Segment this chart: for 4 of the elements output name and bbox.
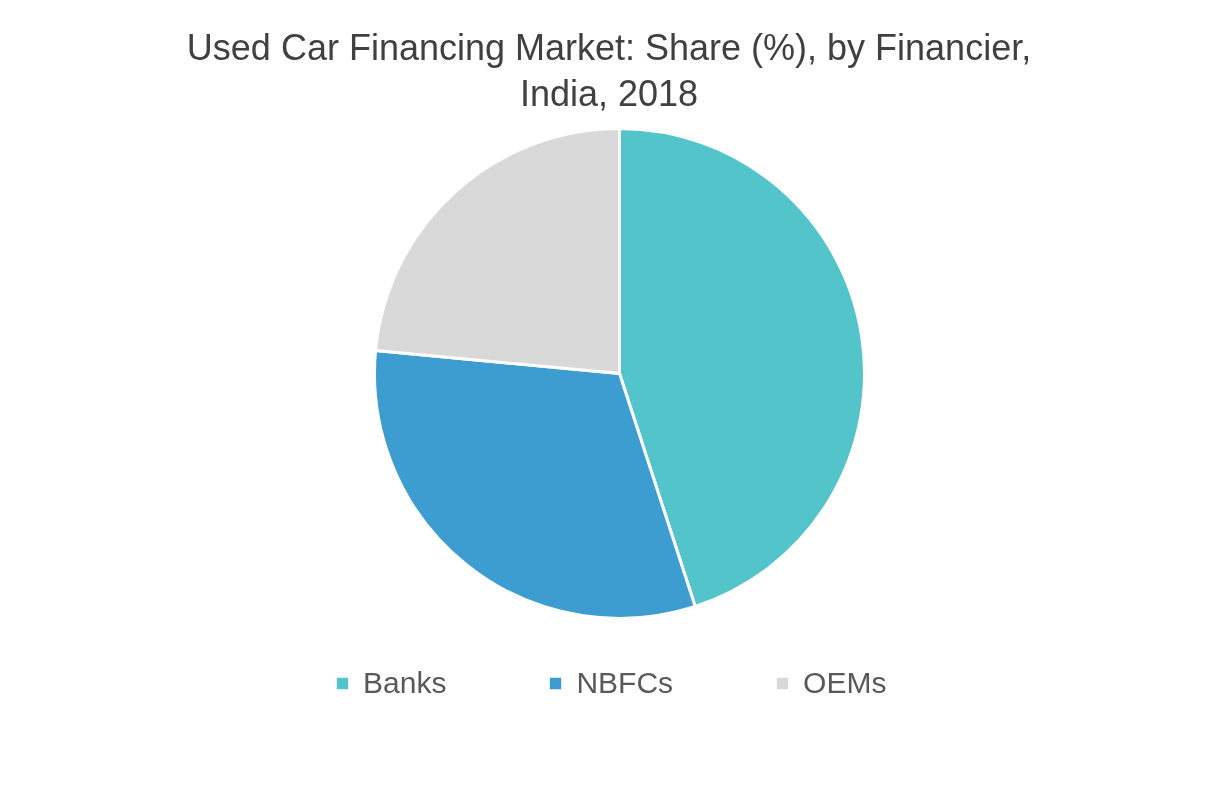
- legend-label: NBFCs: [576, 666, 674, 700]
- legend-label: OEMs: [803, 666, 887, 700]
- legend-label: Banks: [363, 666, 447, 700]
- chart-title: Used Car Financing Market: Share (%), by Financier, India, 2018: [186, 27, 1032, 114]
